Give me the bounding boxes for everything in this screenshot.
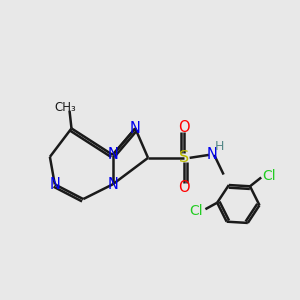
Text: S: S	[179, 150, 189, 165]
Text: Cl: Cl	[190, 204, 203, 218]
Text: O: O	[178, 120, 190, 135]
Text: CH₃: CH₃	[54, 101, 76, 114]
Text: N: N	[130, 121, 141, 136]
Text: N: N	[107, 147, 118, 162]
Text: O: O	[178, 180, 190, 195]
Text: Cl: Cl	[262, 169, 276, 183]
Text: H: H	[214, 140, 224, 153]
Text: N: N	[50, 177, 60, 192]
Text: N: N	[108, 177, 118, 192]
Text: N: N	[207, 147, 218, 162]
